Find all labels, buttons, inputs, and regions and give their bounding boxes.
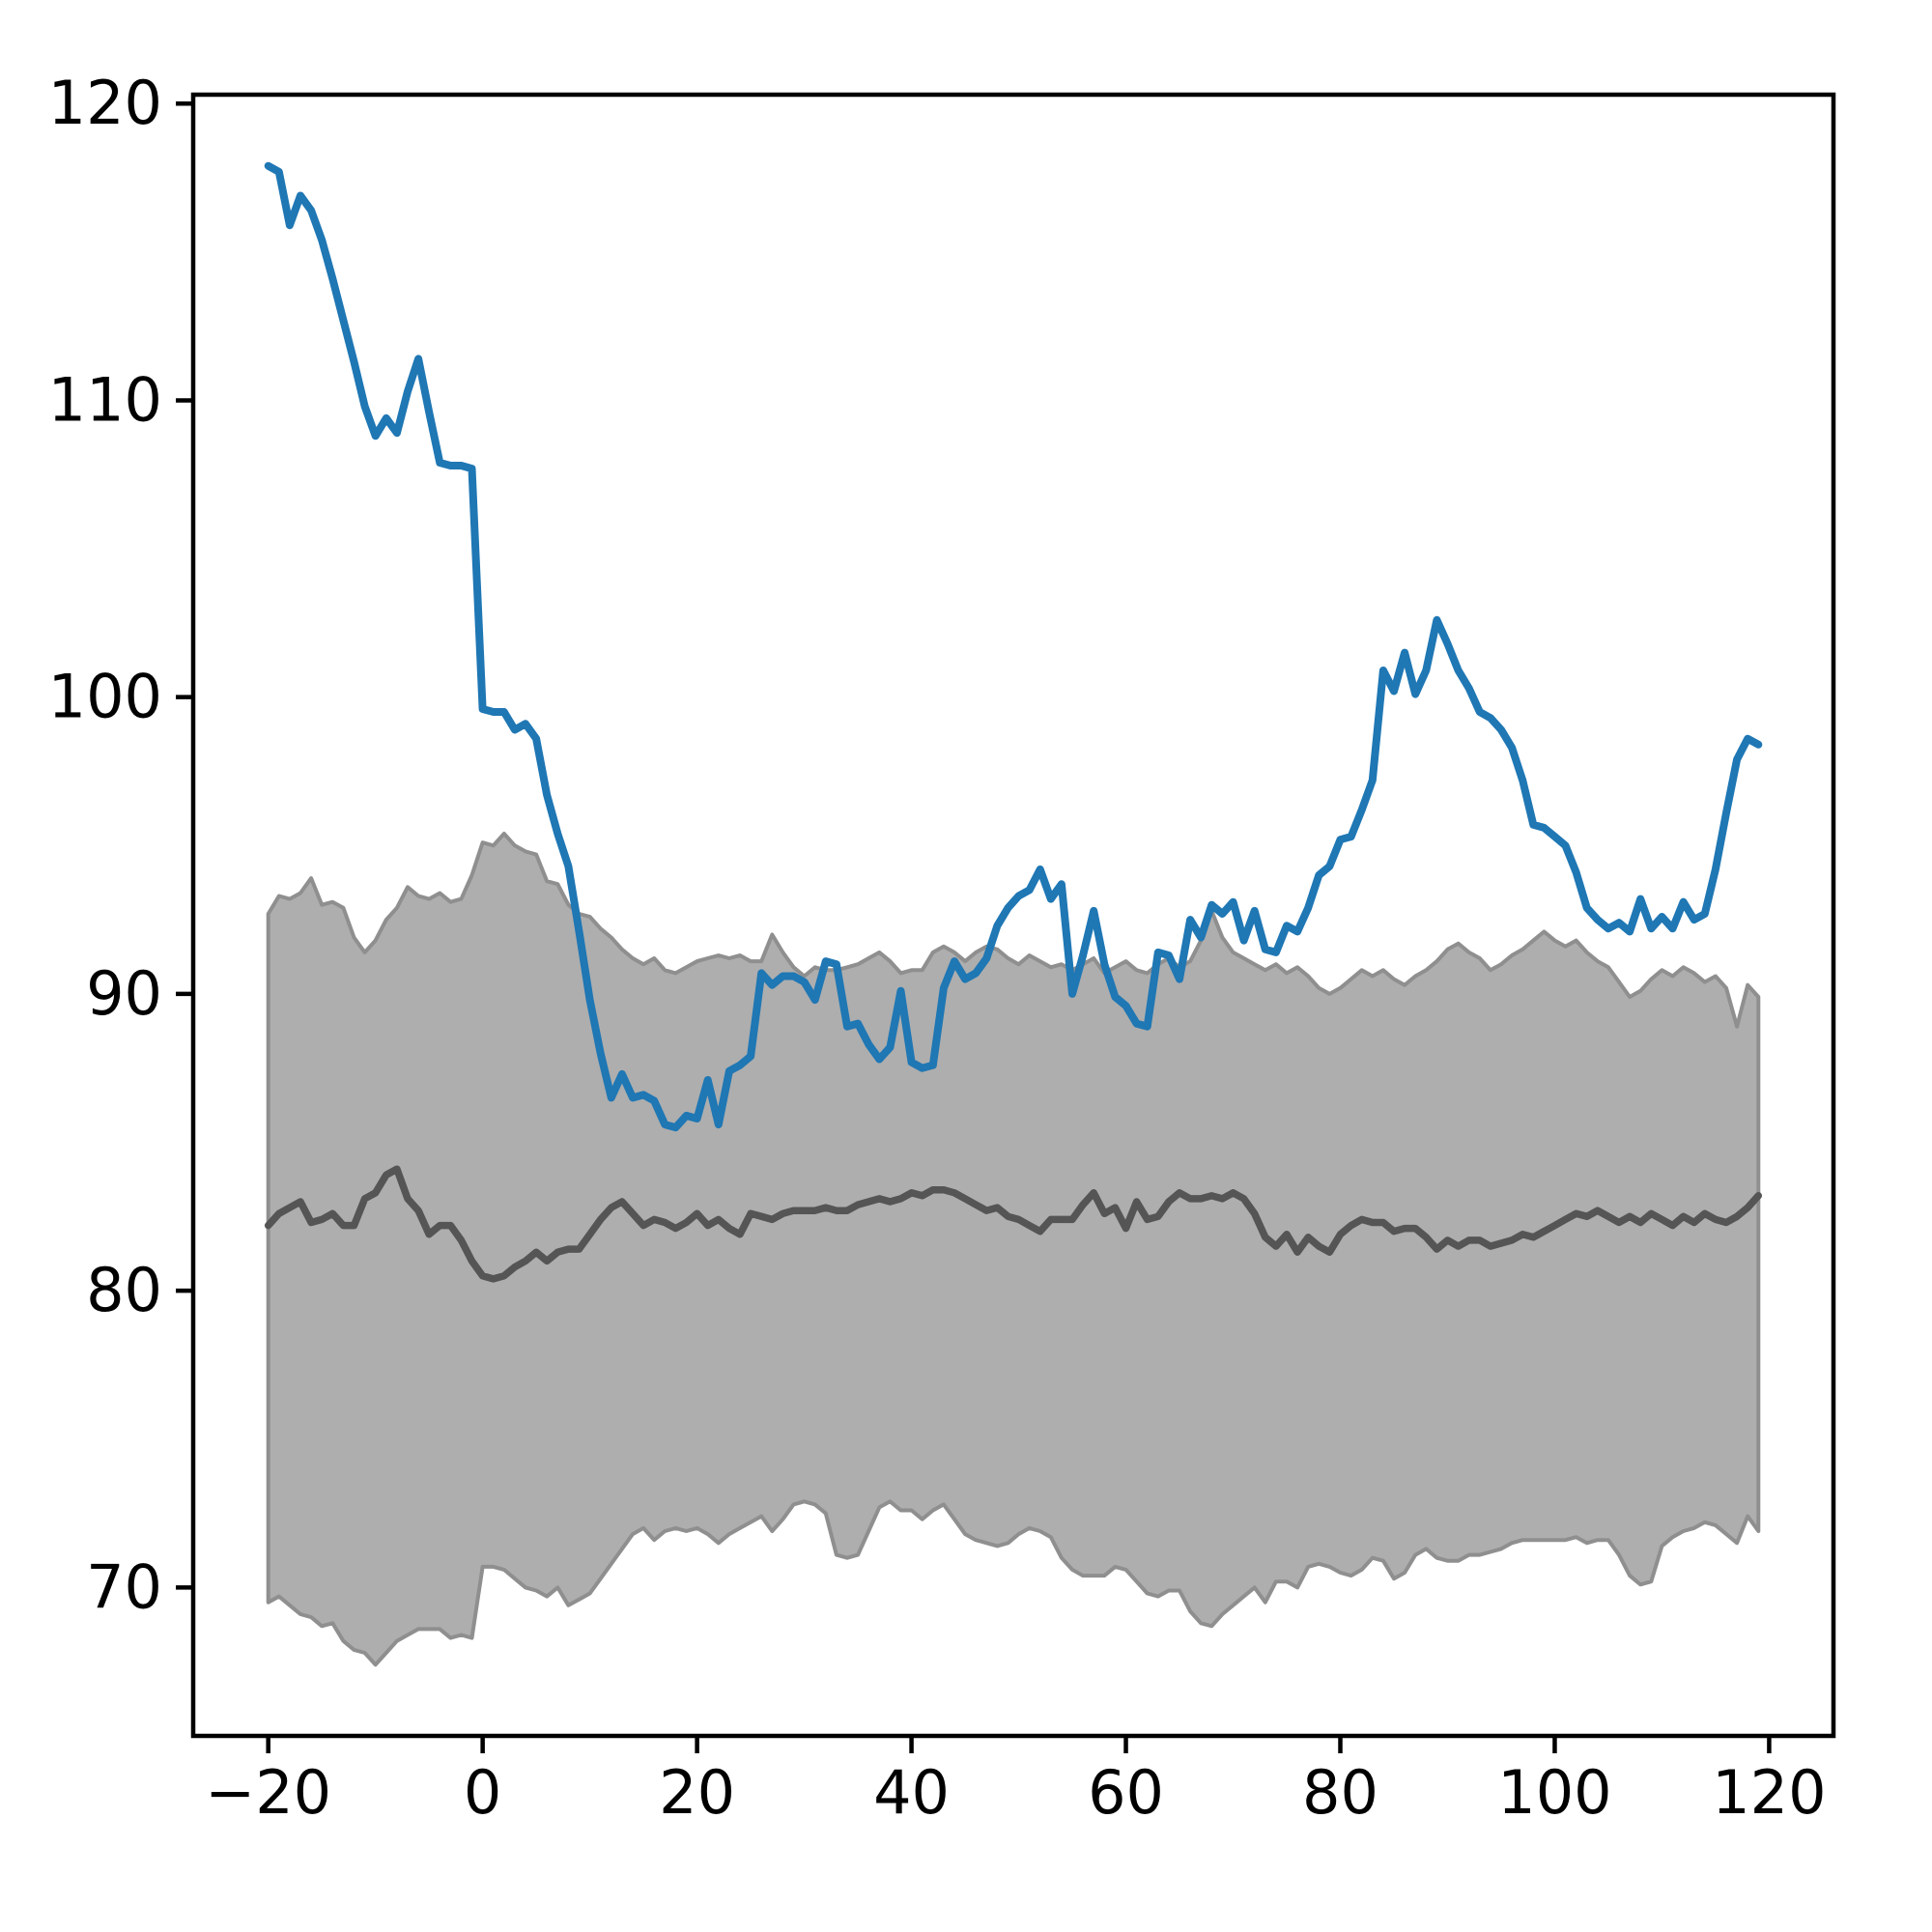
x-tick-label-100: 100 — [1497, 1757, 1611, 1828]
observed-series-line — [264, 161, 1763, 1132]
x-tick-label-80: 80 — [1302, 1757, 1378, 1828]
y-tick-label-80: 80 — [86, 1255, 162, 1325]
y-tick-label-120: 120 — [48, 68, 162, 138]
y-tick-label-100: 100 — [48, 662, 162, 732]
x-tick-label-120: 120 — [1712, 1757, 1826, 1828]
control-range-band — [266, 832, 1761, 1667]
x-tick-label-60: 60 — [1088, 1757, 1164, 1828]
series-lines — [264, 161, 1763, 1283]
axes-spines — [190, 92, 1836, 1739]
axis-ticks — [176, 100, 1772, 1753]
control-range-area — [266, 832, 1761, 1667]
x-tick-label-0: 0 — [464, 1757, 501, 1828]
axis-tick-labels: −20 0 20 40 60 80 100 120 70 80 90 100 110 120 — [48, 68, 1827, 1828]
y-tick-label-110: 110 — [48, 364, 162, 435]
y-tick-label-90: 90 — [86, 958, 162, 1029]
control-mean-line — [264, 1165, 1763, 1283]
x-tick-label-20: 20 — [659, 1757, 735, 1828]
x-tick-label-40: 40 — [873, 1757, 950, 1828]
y-tick-label-70: 70 — [86, 1551, 162, 1622]
x-tick-label--20: −20 — [205, 1757, 331, 1828]
